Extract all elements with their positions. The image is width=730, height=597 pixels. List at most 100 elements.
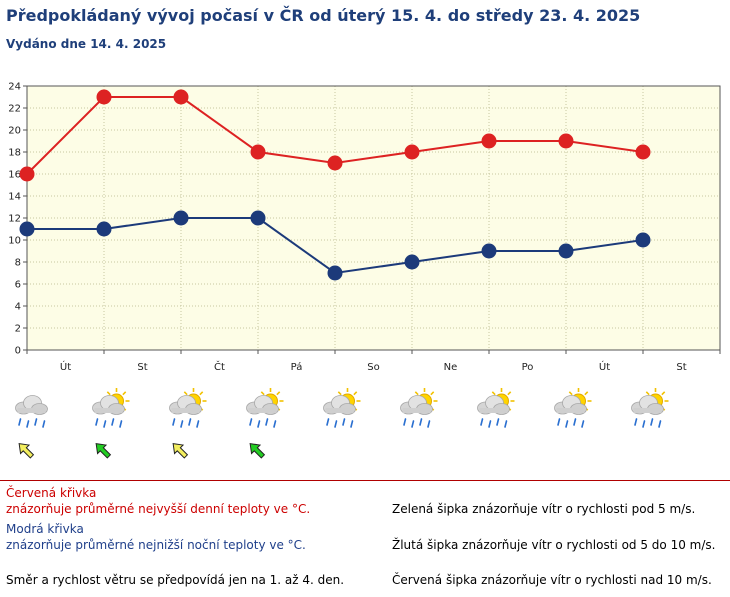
point-min-0	[19, 221, 35, 237]
sun-ray-5	[106, 391, 111, 396]
point-max-5	[404, 144, 420, 160]
cloud-base	[94, 408, 123, 413]
rain-drop-2	[342, 418, 346, 426]
rain-drop-2	[111, 418, 115, 426]
cloud-base	[171, 408, 200, 413]
sun-cloud-rain-icon	[554, 388, 592, 428]
sun-ray-5	[260, 391, 265, 396]
x-tick-label-8: St	[676, 362, 686, 373]
sun-ray-7	[584, 391, 589, 396]
plot-background	[27, 86, 720, 350]
rain-drop-0	[249, 418, 253, 426]
y-tick-label-2: 4	[15, 302, 21, 313]
rain-drop-2	[34, 418, 38, 426]
rain-drop-2	[496, 418, 500, 426]
sun-ray-5	[414, 391, 419, 396]
rain-drop-3	[504, 420, 508, 428]
rain-drop-0	[634, 418, 638, 426]
point-max-6	[481, 133, 497, 149]
y-tick-label-1: 2	[15, 324, 21, 335]
weather-icons	[15, 388, 669, 428]
rain-drop-0	[557, 418, 561, 426]
y-tick-label-6: 12	[8, 214, 21, 225]
cloud-base	[556, 408, 585, 413]
x-tick-label-4: So	[367, 362, 379, 373]
rain-drop-2	[188, 418, 192, 426]
point-min-4	[327, 265, 343, 281]
legend-red-title: Červená křivka	[6, 486, 97, 500]
cloud-base	[325, 408, 354, 413]
cloud-base	[17, 408, 46, 413]
sun-cloud-rain-icon	[400, 388, 438, 428]
cloud-rain-icon	[15, 395, 48, 428]
point-max-7	[558, 133, 574, 149]
sun-cloud-rain-icon	[92, 388, 130, 428]
point-max-8	[635, 144, 651, 160]
issued-date: Vydáno dne 14. 4. 2025	[6, 37, 167, 51]
sun-cloud-rain-icon	[323, 388, 361, 428]
series-layer	[19, 89, 651, 281]
wind-arrow-yellow	[172, 443, 189, 459]
sun-ray-7	[122, 391, 127, 396]
rain-drop-3	[273, 420, 277, 428]
rain-drop-3	[581, 420, 585, 428]
point-max-4	[327, 155, 343, 171]
rain-drop-0	[403, 418, 407, 426]
plot-area	[26, 85, 721, 351]
rain-drop-1	[488, 420, 492, 428]
x-tick-label-7: Út	[599, 360, 610, 373]
y-tick-label-11: 22	[8, 104, 21, 115]
point-min-3	[250, 210, 266, 226]
rain-drop-3	[658, 420, 662, 428]
legend-blue-title: Modrá křivka	[6, 522, 84, 536]
sun-ray-5	[337, 391, 342, 396]
point-min-6	[481, 243, 497, 259]
wind-arrow-yellow	[18, 443, 35, 459]
wind-arrow-shape	[95, 443, 112, 459]
y-tick-label-4: 8	[15, 258, 21, 269]
rain-drop-0	[172, 418, 176, 426]
rain-drop-1	[334, 420, 338, 428]
rain-drop-2	[573, 418, 577, 426]
sun-ray-5	[183, 391, 188, 396]
point-min-7	[558, 243, 574, 259]
rain-drop-2	[265, 418, 269, 426]
x-tick-label-1: St	[137, 362, 147, 373]
cloud-base	[248, 408, 277, 413]
rain-drop-3	[196, 420, 200, 428]
sun-cloud-rain-icon	[631, 388, 669, 428]
x-axis: Út St Čt Pá So Ne Po Út St	[26, 350, 721, 373]
legend-yellow-arrow: Žlutá šipka znázorňuje vítr o rychlosti …	[392, 538, 716, 552]
y-tick-label-9: 18	[8, 148, 21, 159]
wind-arrow-shape	[249, 443, 266, 459]
wind-arrow-shape	[172, 443, 189, 459]
sun-ray-7	[430, 391, 435, 396]
legend-red-desc: znázorňuje průměrné nejvyšší denní teplo…	[6, 502, 311, 516]
rain-drop-1	[565, 420, 569, 428]
point-max-0	[19, 166, 35, 182]
x-tick-label-0: Út	[60, 360, 71, 373]
sun-ray-7	[353, 391, 358, 396]
x-tick-label-5: Ne	[444, 362, 458, 373]
rain-drop-1	[103, 420, 107, 428]
point-min-2	[173, 210, 189, 226]
rain-drop-0	[95, 418, 99, 426]
point-max-3	[250, 144, 266, 160]
point-min-1	[96, 221, 112, 237]
rain-drop-0	[480, 418, 484, 426]
point-max-2	[173, 89, 189, 105]
sun-ray-5	[645, 391, 650, 396]
y-tick-label-12: 24	[8, 82, 21, 93]
sun-cloud-rain-icon	[169, 388, 207, 428]
legend-blue-desc: znázorňuje průměrné nejnižší noční teplo…	[6, 538, 306, 552]
cloud-base	[633, 408, 662, 413]
legend-red-arrow: Červená šipka znázorňuje vítr o rychlost…	[392, 573, 712, 587]
rain-drop-3	[42, 420, 46, 428]
sun-ray-5	[568, 391, 573, 396]
rain-drop-1	[180, 420, 184, 428]
point-min-8	[635, 232, 651, 248]
y-tick-label-3: 6	[15, 280, 21, 291]
y-tick-label-7: 14	[8, 192, 21, 203]
